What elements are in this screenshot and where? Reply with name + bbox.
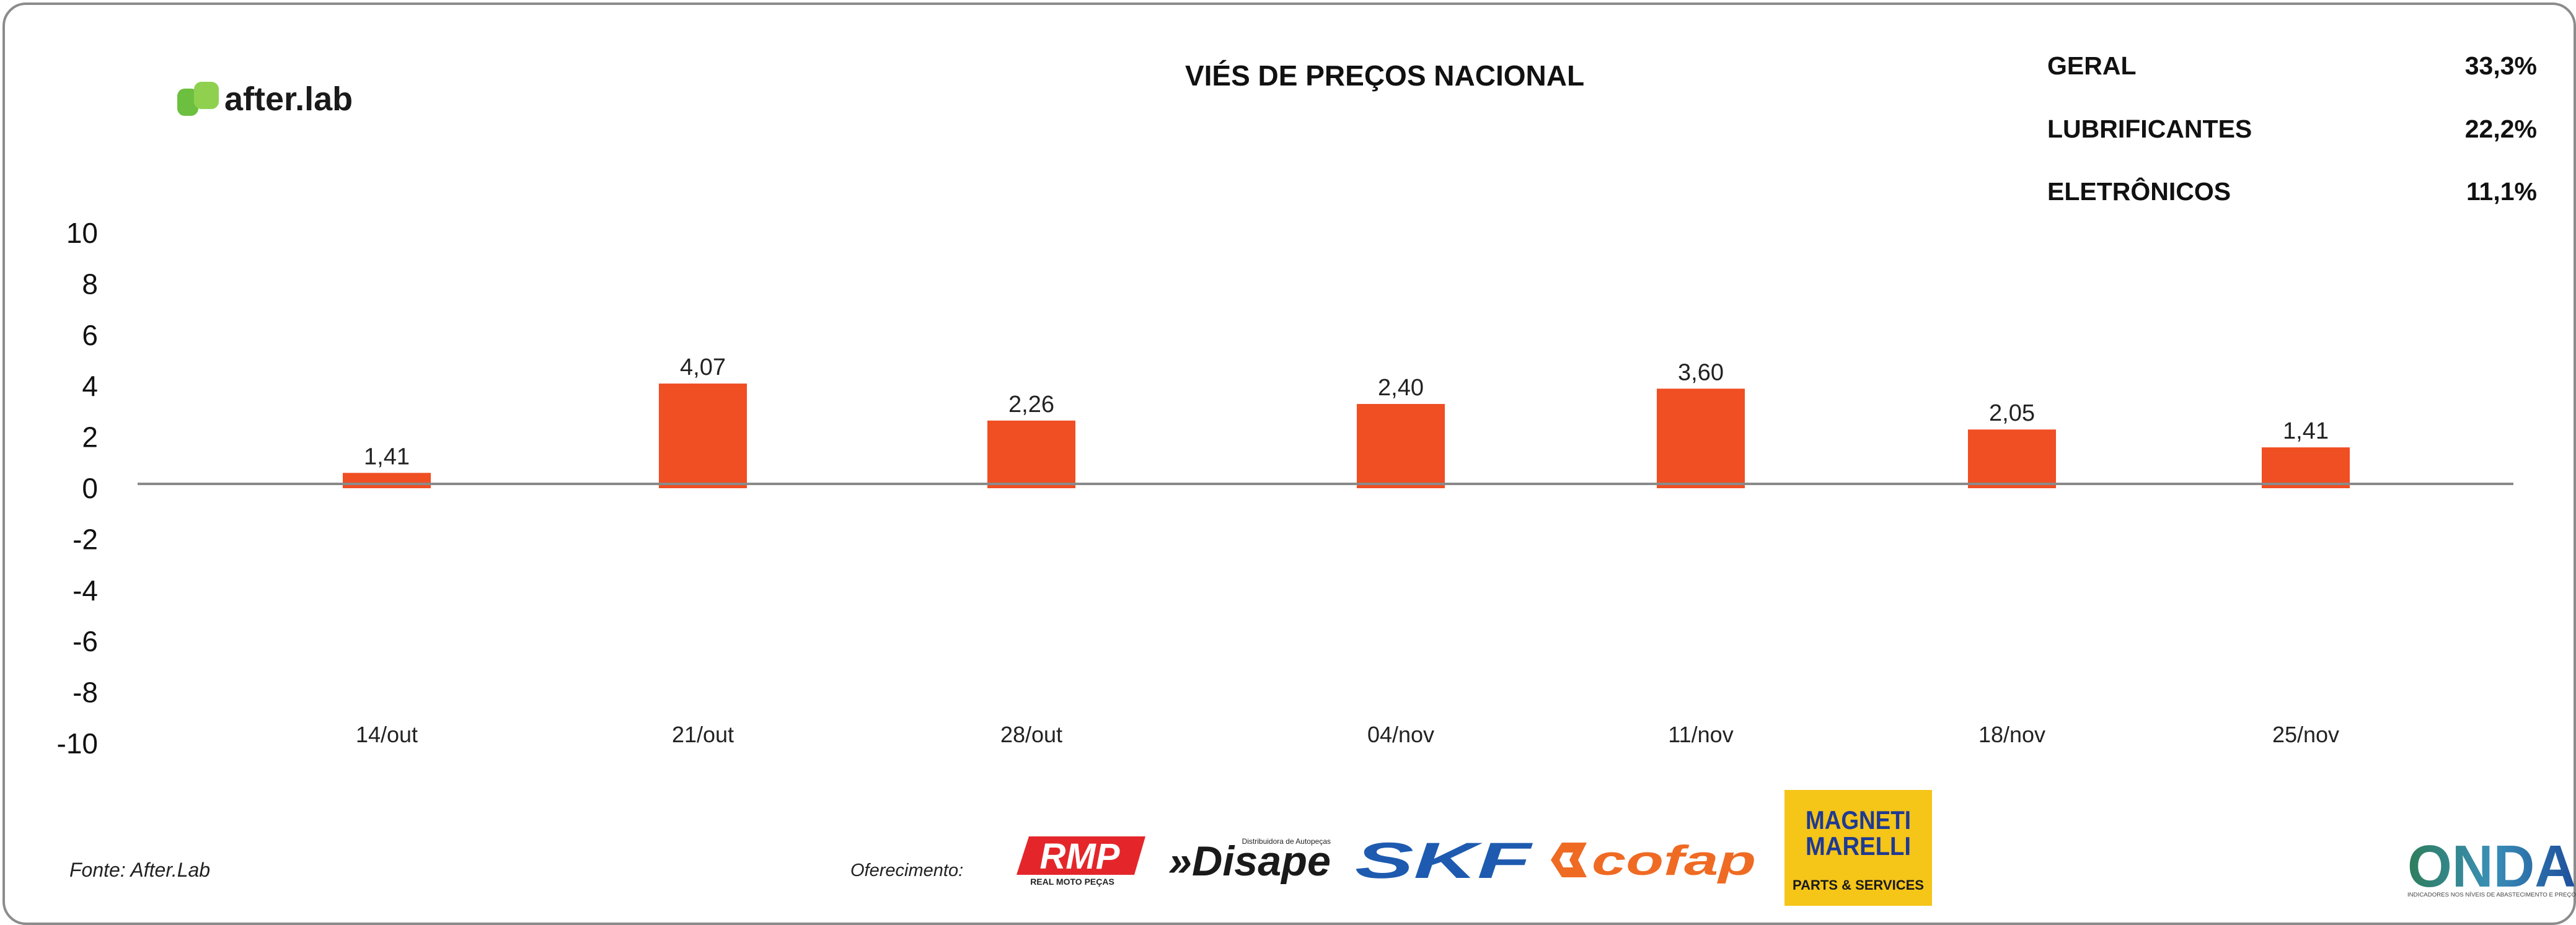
afterlab-logo-text: after.lab bbox=[224, 81, 353, 118]
y-tick-label: -2 bbox=[73, 523, 98, 555]
data-label: 3,60 bbox=[1678, 359, 1724, 385]
svg-text:»Disape: »Disape bbox=[1168, 838, 1331, 885]
summary-value-lubrificantes: 22,2% bbox=[2465, 115, 2537, 143]
afterlab-logo-icon bbox=[177, 82, 219, 116]
svg-text:SKF: SKF bbox=[1355, 833, 1533, 889]
x-tick-label: 18/nov bbox=[1978, 722, 2045, 747]
rmp-logo: RMP REAL MOTO PEÇAS bbox=[1017, 836, 1145, 887]
bar bbox=[343, 473, 431, 488]
data-label: 2,05 bbox=[1989, 400, 2035, 426]
chart-title: VIÉS DE PREÇOS NACIONAL bbox=[1185, 59, 1584, 92]
summary-value-geral: 33,3% bbox=[2465, 51, 2537, 80]
svg-text:PARTS & SERVICES: PARTS & SERVICES bbox=[1793, 877, 1924, 893]
svg-text:MAGNETI: MAGNETI bbox=[1806, 805, 1911, 835]
skf-logo: SKF bbox=[1355, 833, 1533, 889]
x-tick-label: 21/out bbox=[672, 722, 734, 747]
data-label: 4,07 bbox=[680, 354, 726, 380]
y-tick-label: -6 bbox=[73, 625, 98, 657]
y-tick-label: -4 bbox=[73, 574, 98, 607]
y-tick-label: 2 bbox=[82, 421, 98, 454]
disape-logo: Distribuidora de Autopeças »Disape bbox=[1168, 837, 1331, 885]
y-axis: 10 8 6 4 2 0 -2 -4 -6 -8 -10 bbox=[57, 217, 98, 760]
summary-label-eletronicos: ELETRÔNICOS bbox=[2047, 177, 2231, 206]
x-axis: 14/out 21/out 28/out 04/nov 11/nov 18/nov 25/n… bbox=[356, 722, 2339, 747]
summary-label-geral: GERAL bbox=[2047, 51, 2137, 80]
summary-panel: GERAL 33,3% LUBRIFICANTES 22,2% ELETRÔNI… bbox=[2047, 51, 2537, 206]
y-tick-label: -10 bbox=[57, 727, 98, 760]
onda-logo: ONDA INDICADORES NOS NÍVEIS DE ABASTECIM… bbox=[2407, 833, 2576, 900]
cofap-logo: cofap bbox=[1551, 837, 1756, 884]
source-note: Fonte: After.Lab bbox=[69, 859, 210, 881]
bar bbox=[659, 384, 747, 488]
svg-text:Distribuidora de Autopeças: Distribuidora de Autopeças bbox=[1242, 837, 1331, 846]
x-tick-label: 11/nov bbox=[1668, 722, 1733, 747]
data-labels: 1,41 4,07 2,26 2,40 3,60 2,05 1,41 bbox=[364, 354, 2329, 470]
data-label: 2,26 bbox=[1008, 392, 1054, 418]
summary-label-lubrificantes: LUBRIFICANTES bbox=[2047, 115, 2252, 143]
svg-text:RMP: RMP bbox=[1040, 836, 1120, 877]
bar bbox=[1968, 429, 2056, 488]
summary-value-eletronicos: 11,1% bbox=[2466, 177, 2537, 206]
data-label: 1,41 bbox=[2283, 418, 2329, 444]
bars bbox=[343, 384, 2350, 488]
y-tick-label: 8 bbox=[82, 268, 98, 300]
svg-text:cofap: cofap bbox=[1592, 837, 1756, 884]
x-tick-label: 04/nov bbox=[1367, 722, 1434, 747]
y-tick-label: 10 bbox=[66, 217, 98, 249]
bar bbox=[1657, 388, 1745, 488]
y-tick-label: -8 bbox=[73, 677, 98, 709]
svg-text:INDICADORES NOS NÍVEIS DE ABAS: INDICADORES NOS NÍVEIS DE ABASTECIMENTO … bbox=[2407, 892, 2576, 898]
afterlab-logo: after.lab bbox=[177, 81, 353, 118]
bar bbox=[987, 420, 1075, 488]
y-tick-label: 4 bbox=[82, 370, 98, 402]
svg-text:REAL MOTO PEÇAS: REAL MOTO PEÇAS bbox=[1030, 877, 1114, 887]
x-tick-label: 28/out bbox=[1000, 722, 1062, 747]
magneti-marelli-logo: MAGNETI MARELLI PARTS & SERVICES bbox=[1784, 790, 1932, 906]
sponsor-label: Oferecimento: bbox=[850, 861, 963, 880]
x-tick-label: 25/nov bbox=[2272, 722, 2339, 747]
data-label: 2,40 bbox=[1378, 375, 1424, 401]
bar bbox=[1357, 404, 1445, 488]
bar bbox=[2262, 447, 2350, 488]
y-tick-label: 6 bbox=[82, 319, 98, 351]
y-tick-label: 0 bbox=[82, 472, 98, 504]
data-label: 1,41 bbox=[364, 444, 410, 470]
svg-text:ONDA: ONDA bbox=[2407, 833, 2576, 900]
svg-text:MARELLI: MARELLI bbox=[1806, 831, 1911, 861]
x-tick-label: 14/out bbox=[356, 722, 418, 747]
